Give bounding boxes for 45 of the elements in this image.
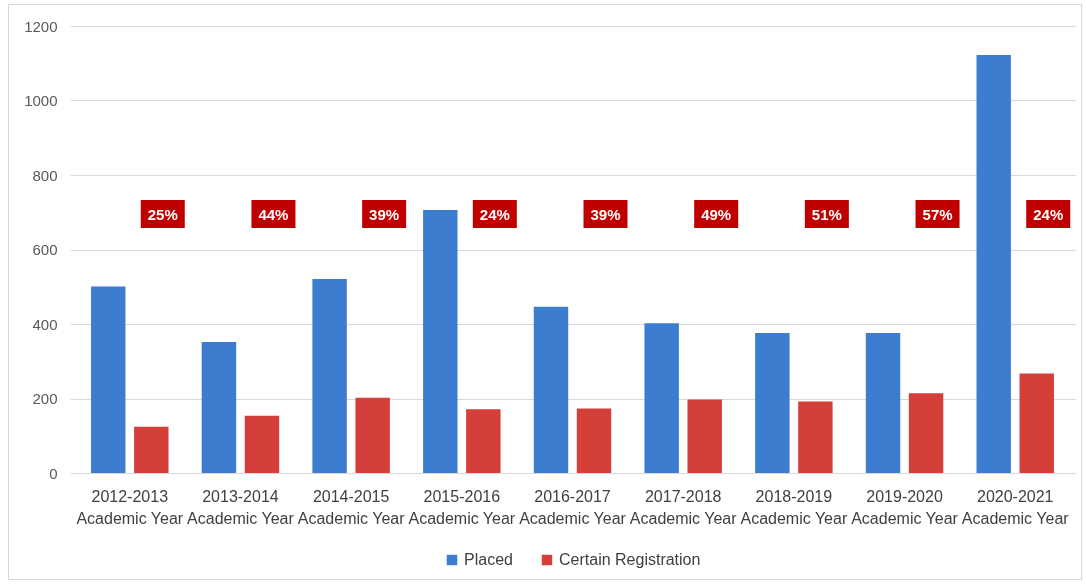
bar xyxy=(355,397,390,473)
annotation: 39% xyxy=(590,206,621,223)
annotation: 24% xyxy=(1033,206,1064,223)
bar xyxy=(644,323,679,473)
bar xyxy=(533,306,569,473)
annotation: 39% xyxy=(369,206,400,223)
bar xyxy=(201,341,237,473)
bar xyxy=(576,408,612,473)
x-tick-label: 2017-2018 Academic Year xyxy=(629,487,738,527)
annotation: 24% xyxy=(479,206,510,223)
annotation: 49% xyxy=(701,206,732,223)
bar xyxy=(687,399,722,473)
x-tick-label: 2020-2021 Academic Year xyxy=(961,487,1070,527)
legend-label: Placed xyxy=(464,551,513,568)
x-tick-label: 2018-2019 Academic Year xyxy=(740,487,848,527)
bar xyxy=(134,426,169,473)
annotation: 44% xyxy=(258,206,289,223)
annotation: 57% xyxy=(922,206,953,223)
y-tick-label: 400 xyxy=(32,315,58,333)
bar xyxy=(312,278,347,473)
legend-label: Certain Registration xyxy=(559,551,701,568)
y-tick-label: 0 xyxy=(49,464,58,482)
x-tick-label: 2016-2017 Academic Year xyxy=(519,487,627,527)
bar xyxy=(423,210,458,473)
y-tick-label: 1000 xyxy=(24,92,58,109)
y-tick-label: 600 xyxy=(32,241,58,258)
x-tick-label: 2013-2014 Academic Year xyxy=(187,487,295,527)
bar xyxy=(865,332,901,473)
bar xyxy=(466,409,501,473)
bar xyxy=(1019,373,1054,473)
x-tick-label: 2014-2015 Academic Year xyxy=(297,487,406,527)
x-tick-label: 2015-2016 Academic Year xyxy=(408,487,516,527)
annotation: 25% xyxy=(147,206,178,223)
bar xyxy=(91,286,126,473)
y-tick-label: 1200 xyxy=(24,17,58,35)
x-tick-label: 2019-2020 Academic Year xyxy=(851,487,959,527)
bar xyxy=(976,55,1011,473)
bar xyxy=(755,332,790,473)
bar xyxy=(244,415,280,473)
y-tick-label: 800 xyxy=(32,166,58,184)
bar xyxy=(908,393,944,473)
x-tick-label: 2012-2013 Academic Year xyxy=(76,487,184,527)
bar xyxy=(798,401,833,473)
annotation: 51% xyxy=(811,206,842,223)
y-tick-label: 200 xyxy=(32,390,58,407)
